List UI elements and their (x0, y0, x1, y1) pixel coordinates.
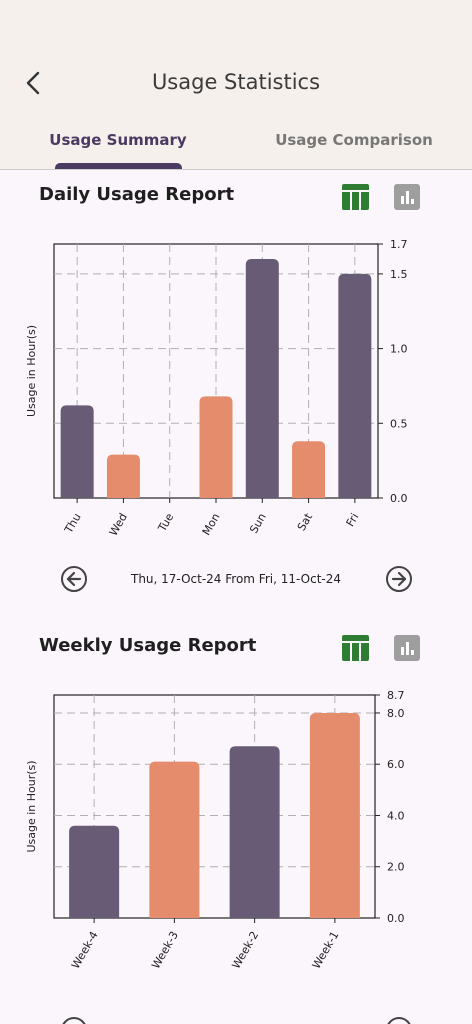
bar-fri (338, 273, 372, 498)
x-tick-label: Fri (344, 511, 362, 529)
arrow-left-circle-icon (62, 1017, 86, 1024)
arrow-left-circle-icon (61, 566, 87, 592)
x-tick-label: Week-2 (229, 929, 261, 971)
table-icon (341, 184, 369, 210)
arrow-right-circle-icon (386, 566, 412, 592)
bar-sat (292, 441, 326, 498)
table-icon (341, 635, 369, 661)
bar-thu (60, 405, 94, 498)
y-axis-label: Usage in Hour(s) (25, 325, 38, 417)
weekly-chart-view-button[interactable] (393, 635, 421, 661)
arrow-right-circle-icon (387, 1017, 411, 1024)
daily-chart-view-button[interactable] (393, 184, 421, 210)
page-title: Usage Statistics (151, 70, 321, 94)
daily-report-title: Daily Usage Report (39, 184, 235, 205)
weekly-report-title: Weekly Usage Report (39, 635, 257, 656)
bar-week-3 (149, 761, 200, 918)
y-tick-label: 0.0 (390, 492, 408, 505)
bar-wed (106, 454, 140, 498)
bar-chart-icon (394, 635, 420, 661)
bar-mon (199, 396, 233, 498)
x-tick-label: Week-3 (149, 929, 181, 971)
bar-sun (245, 258, 279, 498)
x-tick-label: Sun (247, 511, 269, 536)
y-tick-label: 4.0 (387, 809, 405, 822)
daily-table-view-button[interactable] (341, 184, 369, 210)
y-tick-label: 2.0 (387, 861, 405, 874)
bar-chart-icon (394, 184, 420, 210)
x-tick-label: Mon (200, 511, 223, 538)
y-tick-label: 0.0 (387, 912, 405, 925)
chevron-left-icon (26, 71, 40, 95)
active-tab-indicator (55, 163, 182, 170)
x-tick-label: Tue (155, 511, 176, 535)
date-range-label: Thu, 17-Oct-24 From Fri, 11-Oct-24 (130, 572, 342, 586)
weekly-usage-chart: 0.0 2.0 4.0 6.0 8.0 8.7 Week-4 Week-3 Week-2 Week… (25, 689, 405, 971)
x-tick-label: Week-4 (69, 929, 101, 971)
header-bar (0, 0, 472, 170)
bar-week-2 (229, 746, 280, 918)
header-divider (0, 169, 472, 170)
y-tick-label: 1.0 (390, 343, 408, 356)
x-tick-label: Thu (62, 511, 84, 536)
bar-week-4 (69, 825, 120, 918)
bar-week-1 (309, 712, 360, 918)
tab-usage-comparison[interactable]: Usage Comparison (275, 131, 433, 149)
daily-usage-chart: 0.0 0.5 1.0 1.5 1.7 Thu Wed Tue Mon Sun Sat Fri Usag… (25, 238, 408, 538)
y-tick-label: 8.0 (387, 707, 405, 720)
back-button[interactable] (18, 66, 48, 100)
previous-range-button[interactable] (60, 565, 88, 593)
weekly-table-view-button[interactable] (341, 635, 369, 661)
y-tick-label: 8.7 (387, 689, 405, 702)
next-range-button[interactable] (385, 565, 413, 593)
y-tick-label: 1.7 (390, 238, 408, 251)
weekly-previous-range-button[interactable] (60, 1016, 88, 1024)
y-axis-label: Usage in Hour(s) (25, 760, 38, 852)
y-tick-label: 6.0 (387, 758, 405, 771)
x-tick-label: Sat (295, 510, 316, 533)
x-tick-label: Wed (107, 511, 130, 538)
x-tick-label: Week-1 (310, 929, 342, 971)
weekly-next-range-button[interactable] (385, 1016, 413, 1024)
plot-frame (53, 694, 376, 919)
y-tick-label: 0.5 (390, 417, 408, 430)
tab-usage-summary[interactable]: Usage Summary (49, 131, 187, 149)
y-tick-label: 1.5 (390, 268, 408, 281)
